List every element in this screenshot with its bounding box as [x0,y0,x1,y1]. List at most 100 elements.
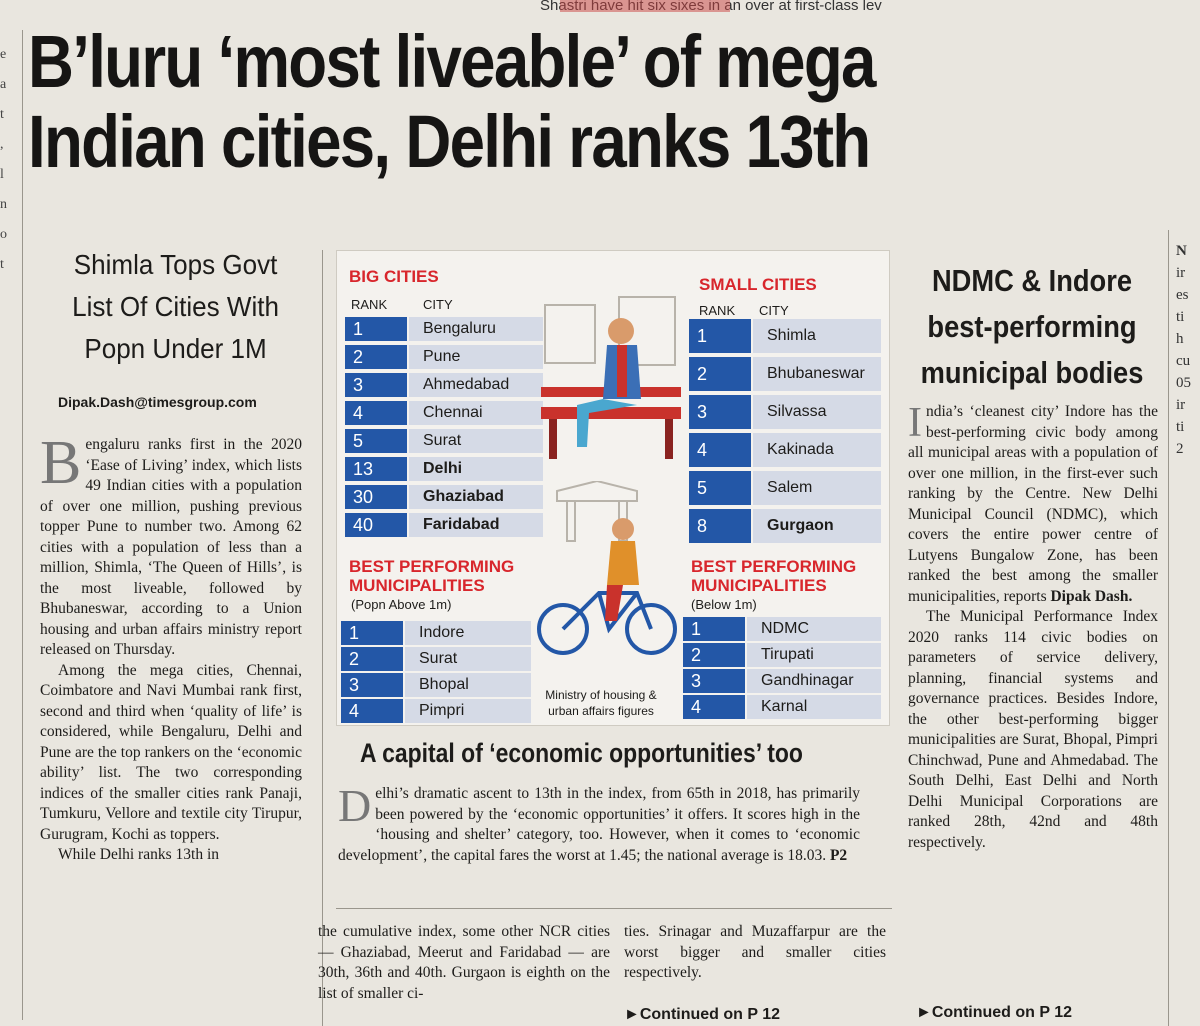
city-cell: Silvassa [753,395,881,429]
deck-line: Shimla Tops Govt [73,249,278,280]
city-cell: Tirupati [747,643,881,667]
city-cell: NDMC [747,617,881,641]
rank-cell: 8 [689,509,751,543]
muni-big-title-line-2: MUNICIPALITIES [349,576,485,595]
rank-cell: 1 [341,621,403,645]
left-edge-char: n [0,197,7,212]
sidebar-continued: ►Continued on P 12 [916,1004,1072,1022]
table-row: 3 Ahmedabad [345,373,543,397]
left-edge-column: e a t , l n o t [0,40,14,280]
delhi-ref: P2 [829,846,848,864]
rank-cell: 2 [345,345,407,369]
left-edge-char: e [0,47,7,62]
city-cell: Bhubaneswar [753,357,881,391]
table-row: 4 Chennai [345,401,543,425]
table-row: 2 Bhubaneswar [689,357,881,391]
table-row: 4 Kakinada [689,433,881,467]
muni-big-note: (Popn Above 1m) [351,597,452,612]
muni-small-title-line-1: BEST PERFORMING [691,557,857,576]
left-edge-char: t [0,257,4,272]
rank-cell: 5 [689,471,751,505]
table-row: 2 Tirupati [683,643,881,667]
rank-cell: 1 [689,319,751,353]
table-row: 5 Salem [689,471,881,505]
small-cities-city-header: CITY [759,303,789,318]
dropcap: D [338,780,372,831]
right-edge-text: cu [1176,353,1191,369]
city-cell: Bengaluru [409,317,543,341]
continued-link[interactable]: Continued on P 12 [639,1006,780,1023]
right-edge-text: es [1176,287,1189,303]
man-on-bench-illustration [541,296,681,459]
table-row: 1 Shimla [689,319,881,353]
delhi-box-heading: A capital of ‘economic opportunities’ to… [360,738,803,768]
big-cities-city-header: CITY [423,297,453,312]
rank-cell: 13 [345,457,407,481]
right-edge-text: ti [1176,419,1185,435]
city-cell: Chennai [409,401,543,425]
sidebar-heading-line: best-performing [927,309,1137,344]
table-row: 1 Bengaluru [345,317,543,341]
city-cell: Faridabad [409,513,543,537]
arrow-icon: ► [916,1004,932,1021]
city-cell: Salem [753,471,881,505]
rank-cell: 5 [345,429,407,453]
city-cell: Indore [405,621,531,645]
rank-cell: 1 [345,317,407,341]
top-photo-edge [560,0,730,12]
rank-cell: 1 [683,617,745,641]
small-cities-title: SMALL CITIES [699,275,817,294]
continued-link[interactable]: Continued on P 12 [931,1004,1072,1021]
sidebar-paragraph-2: The Municipal Performance Index 2020 ran… [908,608,1158,851]
right-edge-column: N ir es ti h cu 05 ir ti 2 [1176,240,1200,460]
rank-cell: 30 [345,485,407,509]
muni-small-note: (Below 1m) [691,597,757,612]
rank-cell: 4 [689,433,751,467]
right-edge-text: 05 [1176,375,1191,391]
city-cell: Kakinada [753,433,881,467]
mid-column-b: ties. Srinagar and Muzaffarpur are the w… [624,923,886,981]
table-row: 8 Gurgaon [689,509,881,543]
city-cell: Ghaziabad [409,485,543,509]
table-row: 2 Pune [345,345,543,369]
city-cell: Pune [409,345,543,369]
story-text: engaluru ranks first in the 2020 ‘Ease o… [40,436,302,658]
headline: B’luru ‘most liveable’ of mega Indian ci… [28,22,1017,182]
rank-cell: 2 [683,643,745,667]
muni-small-title: BEST PERFORMING MUNICIPALITIES [691,557,856,595]
table-row: 30 Ghaziabad [345,485,543,509]
sidebar-heading-line: NDMC & Indore [931,263,1133,298]
column-rule [322,250,323,1026]
city-cell: Delhi [409,457,543,481]
deck: Shimla Tops Govt List Of Cities With Pop… [50,244,301,370]
rank-cell: 4 [683,695,745,719]
rank-cell: 2 [341,647,403,671]
delhi-text: elhi’s dramatic ascent to 13th in the in… [338,785,860,864]
sidebar-text: ndia’s ‘cleanest city’ Indore has the be… [908,403,1158,605]
table-row: 5 Surat [345,429,543,453]
rank-cell: 40 [345,513,407,537]
table-row: 13 Delhi [345,457,543,481]
left-edge-char: a [0,77,7,92]
sidebar-heading-line: municipal bodies [920,355,1144,390]
caption-line: urban affairs figures [548,704,654,718]
story-paragraph-3: While Delhi ranks 13th in [58,846,219,863]
city-cell: Gandhinagar [747,669,881,693]
byline: Dipak.Dash@timesgroup.com [58,394,257,410]
right-edge-text: ti [1176,309,1185,325]
table-row: 3 Gandhinagar [683,669,881,693]
woman-on-bicycle-illustration [537,481,677,655]
rank-cell: 2 [689,357,751,391]
table-row: 40 Faridabad [345,513,543,537]
caption-line: Ministry of housing & [545,688,657,702]
delhi-box-rule [336,908,892,909]
right-edge-text: ir [1176,265,1186,281]
table-row: 1 NDMC [683,617,881,641]
city-cell: Gurgaon [753,509,881,543]
